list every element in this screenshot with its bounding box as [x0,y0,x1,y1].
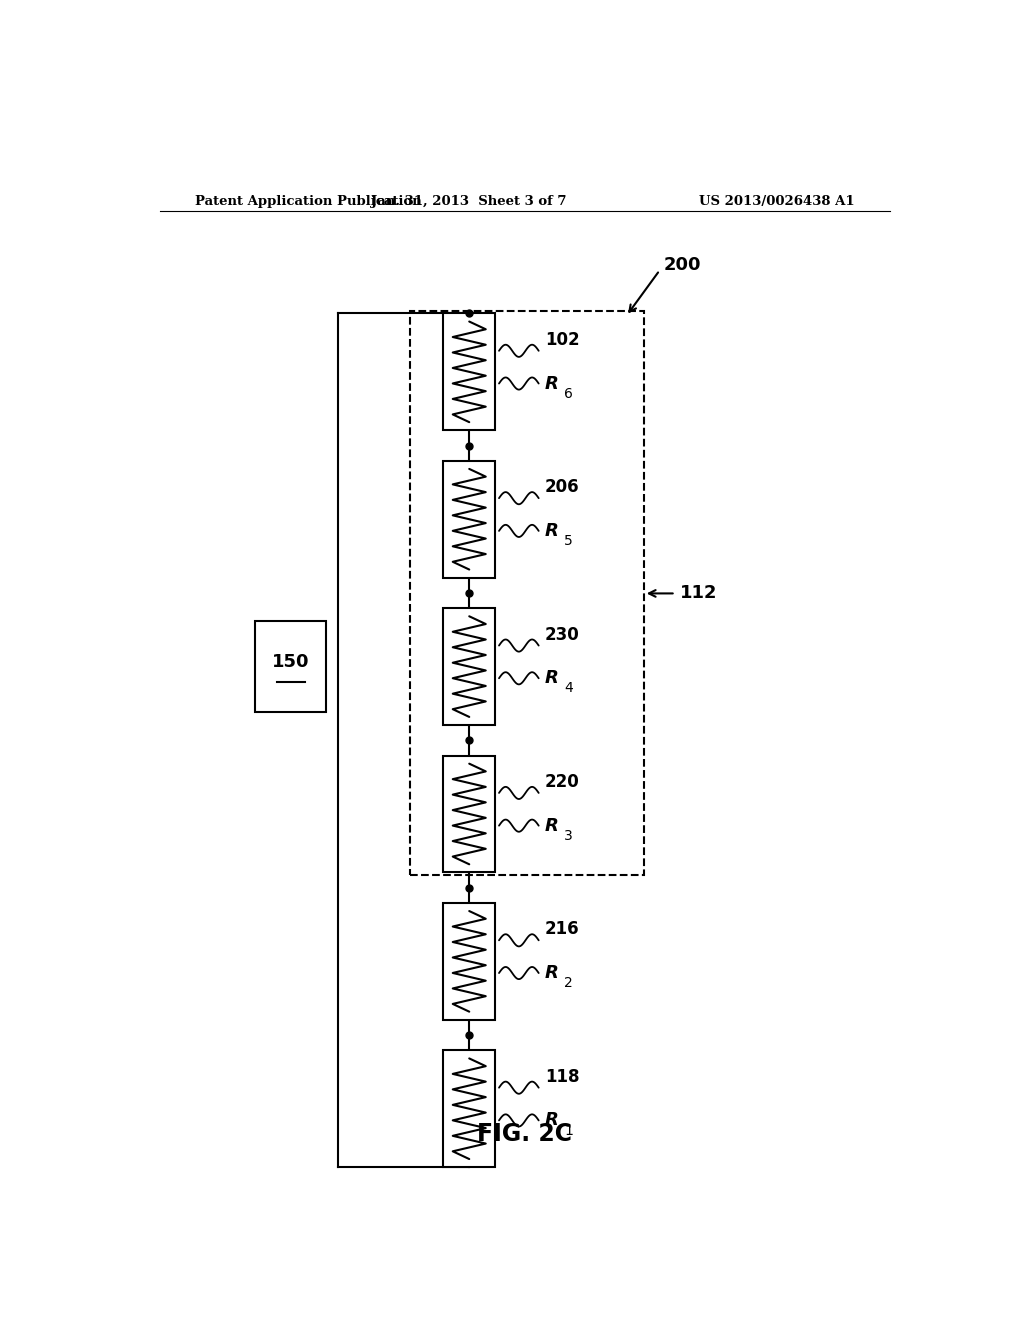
Text: R: R [545,375,559,392]
Text: R: R [545,964,559,982]
Text: 102: 102 [545,331,580,348]
Text: Jan. 31, 2013  Sheet 3 of 7: Jan. 31, 2013 Sheet 3 of 7 [372,194,567,207]
Text: R: R [545,521,559,540]
Bar [443,903,495,1020]
Text: 118: 118 [545,1068,580,1085]
Text: 6: 6 [564,387,573,401]
Text: R: R [545,669,559,688]
Text: 206: 206 [545,478,580,496]
Text: 220: 220 [545,774,580,791]
Bar [255,620,327,713]
Bar [443,461,495,578]
Text: 150: 150 [272,652,309,671]
Text: 5: 5 [564,535,572,548]
Bar [443,609,495,725]
Text: 2: 2 [564,977,572,990]
Text: FIG. 2C: FIG. 2C [477,1122,572,1146]
Text: US 2013/0026438 A1: US 2013/0026438 A1 [698,194,854,207]
Bar [410,312,644,875]
Text: 3: 3 [564,829,572,843]
Bar [443,755,495,873]
Text: R: R [545,1111,559,1130]
Text: Patent Application Publication: Patent Application Publication [196,194,422,207]
Bar [443,313,495,430]
Text: 216: 216 [545,920,580,939]
Text: R: R [545,817,559,834]
Text: 112: 112 [680,585,717,602]
Text: 4: 4 [564,681,572,696]
Text: 1: 1 [564,1123,573,1138]
Text: 200: 200 [664,256,701,275]
Bar [443,1051,495,1167]
Text: 230: 230 [545,626,580,644]
